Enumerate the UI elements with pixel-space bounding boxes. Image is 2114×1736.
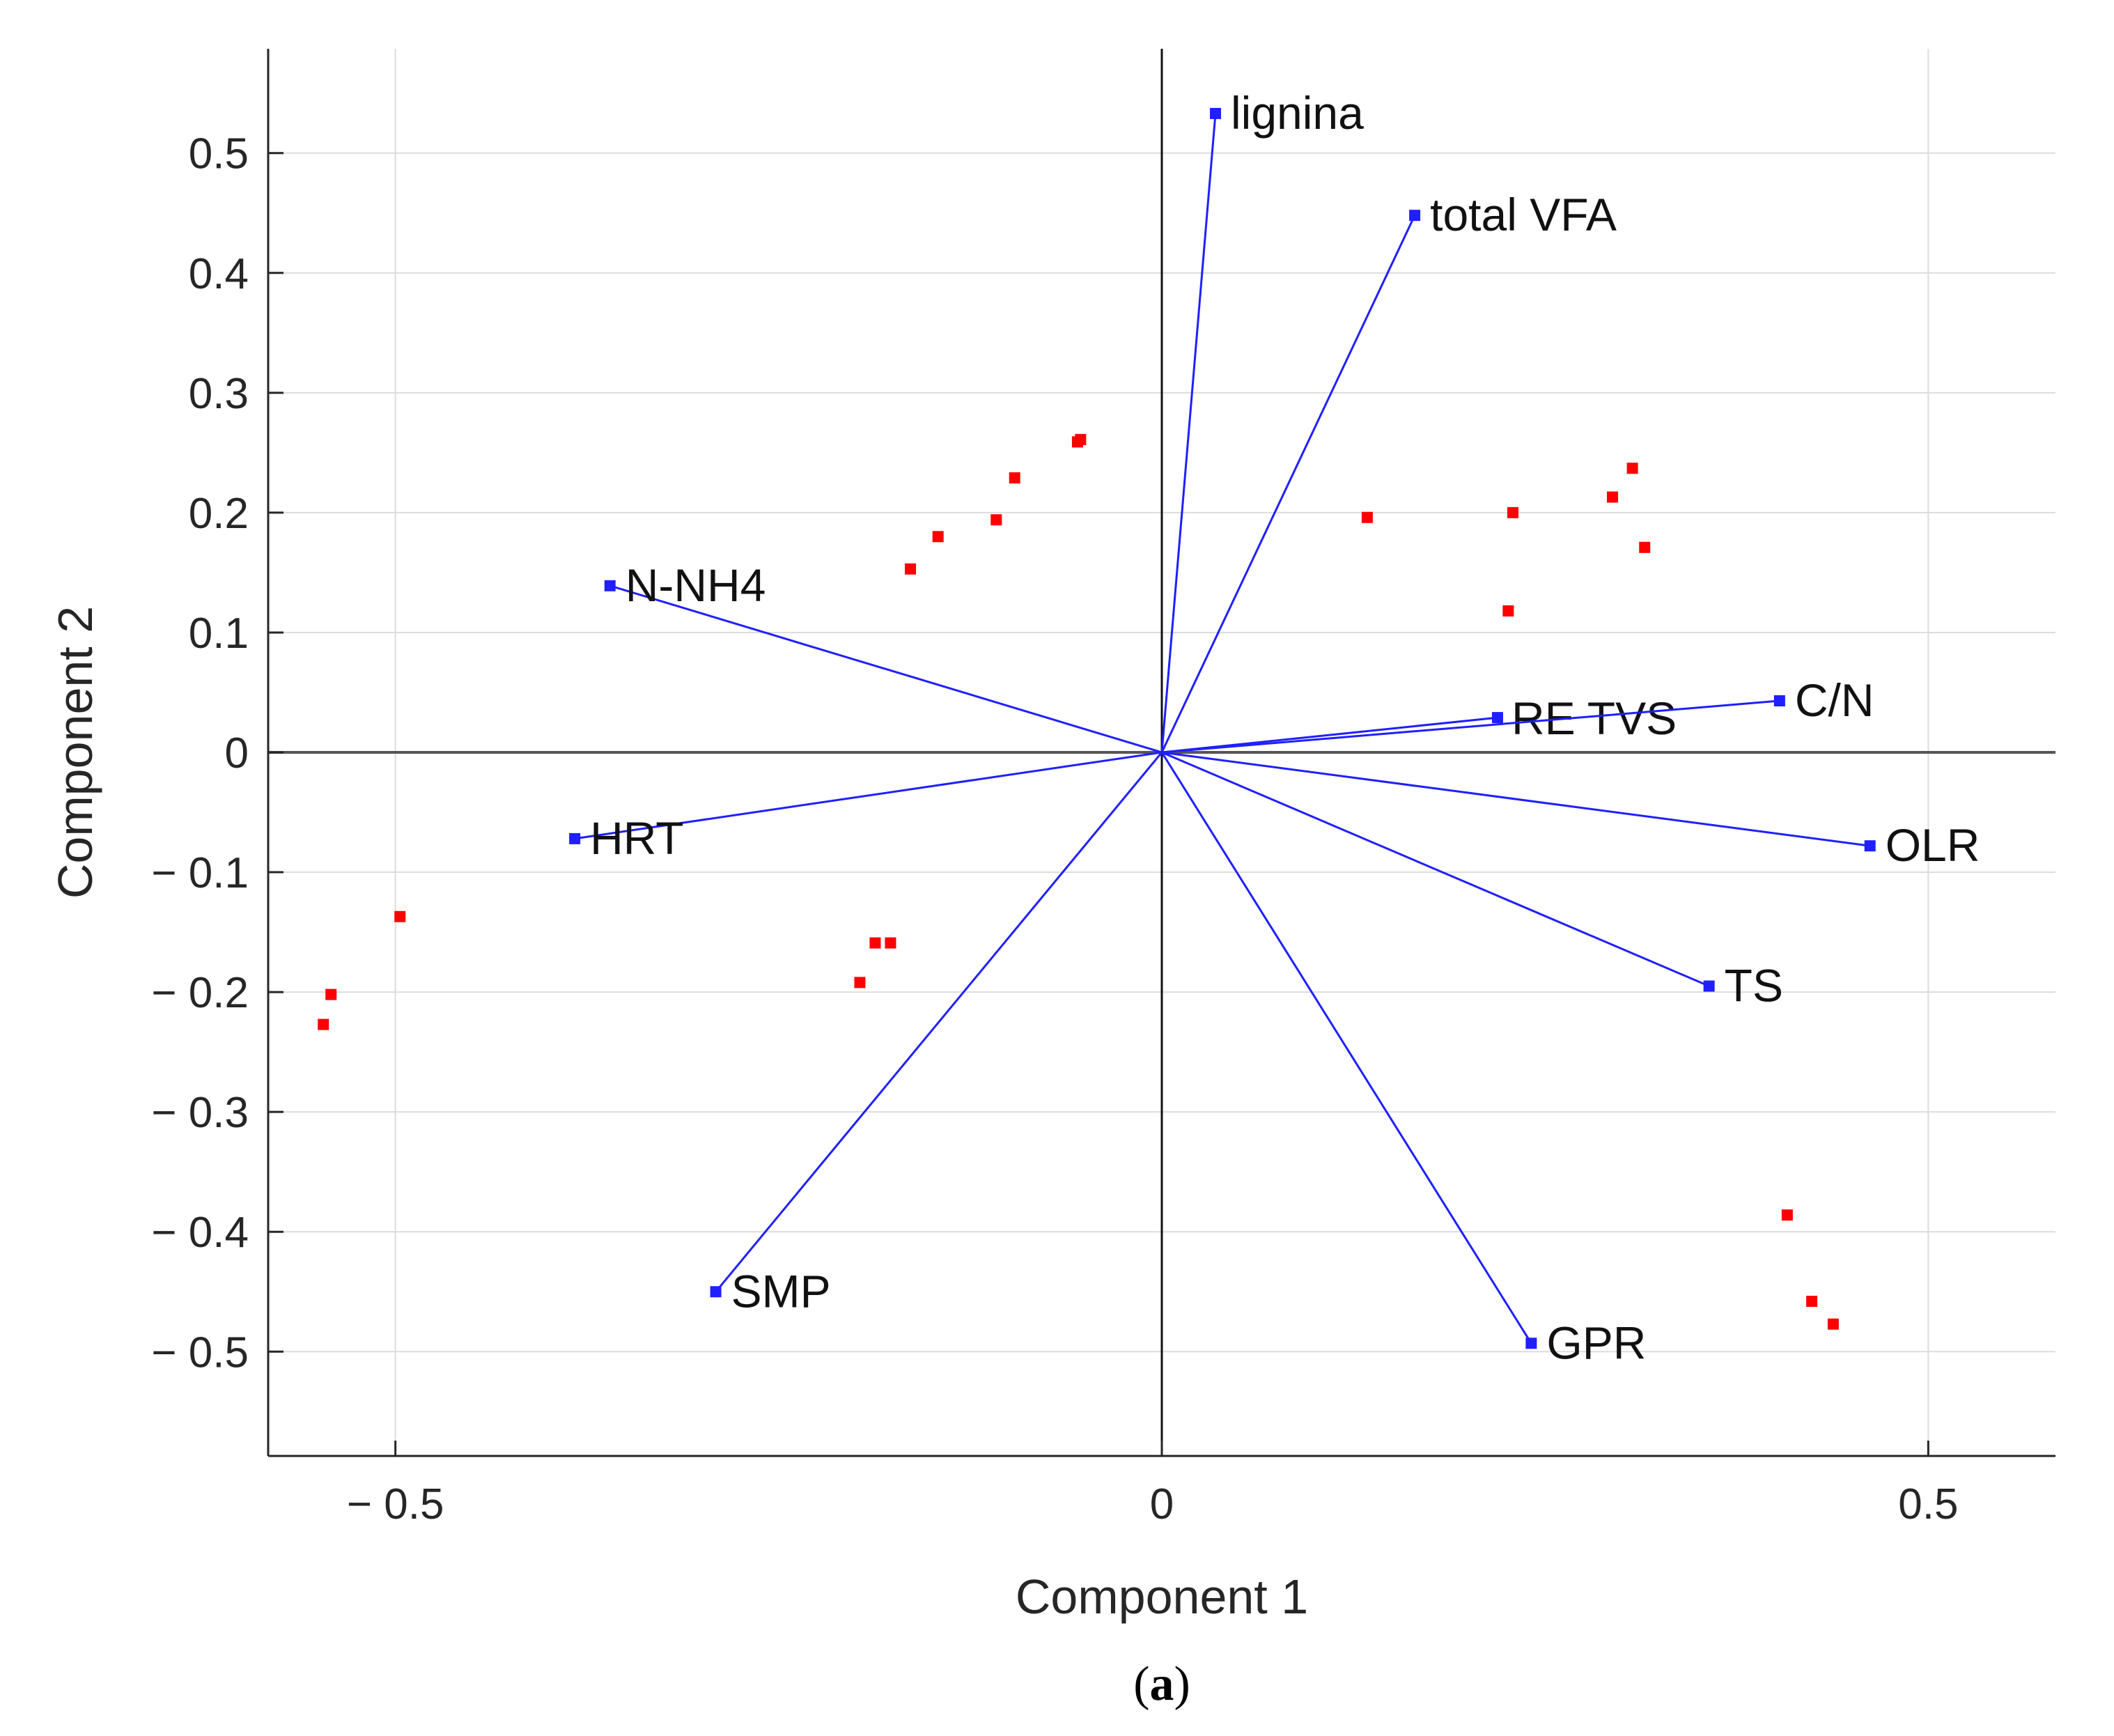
y-tick-label: − 0.4: [151, 1209, 249, 1257]
vector-tip-re-tvs: [1491, 712, 1503, 724]
vector-line-ts: [1161, 751, 1710, 987]
score-points: [318, 433, 1839, 1330]
score-point: [1626, 463, 1638, 474]
x-axis-label: Component 1: [1016, 1570, 1308, 1624]
vector-tip-hrt: [569, 832, 581, 844]
vector-label-total-vfa: total VFA: [1430, 189, 1617, 240]
vector-label-n-nh4: N-NH4: [625, 559, 766, 611]
y-tick-label: 0.1: [189, 610, 249, 658]
x-tick-label: 0.5: [1898, 1480, 1958, 1528]
score-point: [1827, 1318, 1839, 1330]
vector-tip-gpr: [1525, 1338, 1537, 1349]
x-tick-label: − 0.5: [347, 1480, 444, 1528]
score-point: [1075, 433, 1087, 445]
score-point: [854, 977, 866, 989]
vector-label-smp: SMP: [731, 1265, 831, 1317]
figure-caption: (a): [1133, 1657, 1190, 1711]
caption-letter: a: [1150, 1657, 1174, 1711]
score-point: [869, 937, 881, 949]
vector-tip-ts: [1703, 980, 1715, 992]
score-point: [1009, 472, 1020, 483]
score-point: [1781, 1209, 1793, 1221]
score-point: [1607, 491, 1619, 503]
score-point: [1639, 541, 1651, 553]
y-tick-label: 0.4: [189, 250, 249, 298]
score-point: [1361, 511, 1373, 523]
x-tick-label: 0: [1150, 1480, 1174, 1528]
score-point: [990, 514, 1002, 526]
vector-tip-total-vfa: [1409, 210, 1421, 222]
vector-tip-lignina: [1210, 107, 1222, 119]
vector-label-gpr: GPR: [1546, 1317, 1646, 1368]
vector-line-lignina: [1160, 113, 1217, 753]
tick-labels: − 0.5 0 0.5 0.5 0.4 0.3 0.2 0.1 0 − 0.1 − 0.2 − 0.3…: [151, 130, 1958, 1528]
score-point: [1507, 506, 1518, 518]
y-tick-label: 0: [225, 729, 249, 777]
vector-line-re-tvs: [1161, 716, 1498, 754]
vector-tip-c-n: [1773, 695, 1785, 707]
vector-tip-olr: [1864, 840, 1876, 852]
vector-label-lignina: lignina: [1231, 87, 1364, 139]
vector-label-ts: TS: [1725, 960, 1783, 1012]
y-tick-label: − 0.5: [151, 1328, 249, 1377]
y-tick-label: − 0.3: [151, 1089, 249, 1137]
vector-line-total-vfa: [1160, 215, 1416, 753]
vector-line-gpr: [1160, 752, 1532, 1344]
vector-line-c-n: [1161, 699, 1780, 754]
score-point: [318, 1018, 329, 1030]
vector-label-c-n: C/N: [1795, 674, 1874, 726]
caption-close: ): [1174, 1657, 1190, 1711]
y-tick-label: 0.3: [189, 370, 249, 418]
vector-line-hrt: [574, 751, 1163, 840]
caption-open: (: [1133, 1657, 1149, 1711]
y-tick-label: − 0.1: [151, 849, 249, 897]
vector-label-olr: OLR: [1886, 819, 1980, 871]
score-point: [905, 563, 917, 575]
y-tick-label: 0.2: [189, 490, 249, 538]
loading-vectors: lignina total VFA N-NH4 RE TVS C/N HRT OLR TS SM…: [569, 87, 1980, 1368]
score-point: [394, 910, 406, 922]
score-point: [1806, 1296, 1818, 1308]
score-point: [325, 989, 337, 1000]
y-tick-label: − 0.2: [151, 969, 249, 1017]
vector-line-smp: [715, 752, 1163, 1293]
score-point: [932, 531, 944, 543]
vector-tip-n-nh4: [604, 580, 616, 591]
y-axis-label: Component 2: [48, 606, 102, 899]
vector-line-n-nh4: [609, 584, 1163, 754]
y-tick-label: 0.5: [189, 130, 249, 178]
score-point: [885, 937, 896, 949]
vector-label-re-tvs: RE TVS: [1511, 692, 1677, 744]
vector-label-hrt: HRT: [590, 812, 683, 864]
score-point: [1502, 605, 1514, 617]
vector-line-olr: [1161, 751, 1870, 847]
vector-tip-smp: [710, 1286, 722, 1298]
